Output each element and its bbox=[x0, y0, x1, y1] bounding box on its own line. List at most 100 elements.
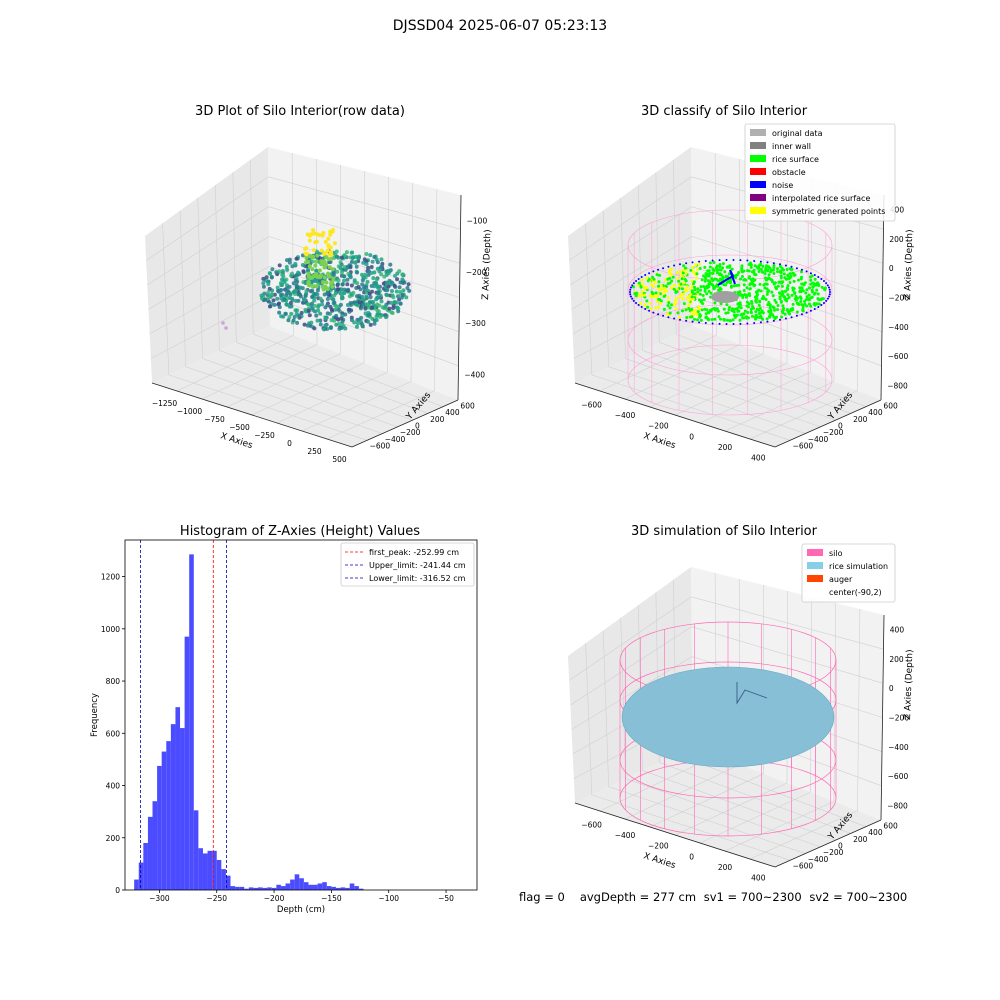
classify-point bbox=[688, 294, 692, 298]
classify-point bbox=[707, 318, 711, 322]
noise-point bbox=[820, 277, 823, 280]
raw-point bbox=[350, 250, 355, 255]
classify-legend-swatch bbox=[750, 194, 766, 201]
classify-point bbox=[674, 301, 678, 305]
noise-point bbox=[632, 282, 635, 285]
classify-point bbox=[666, 277, 670, 281]
raw-point bbox=[289, 311, 294, 316]
raw-point bbox=[323, 316, 328, 321]
raw-point bbox=[259, 293, 264, 298]
classify-point bbox=[753, 264, 757, 268]
raw-y-tick: −200 bbox=[400, 428, 421, 437]
raw-point bbox=[286, 289, 291, 294]
raw-point bbox=[272, 292, 277, 297]
y-tick-label: 0 bbox=[115, 886, 120, 895]
histogram-bar bbox=[216, 859, 222, 890]
classify-point bbox=[772, 271, 776, 275]
chart-raw-3d: −1250−1000−750−500−2500250500−600−400−20… bbox=[145, 147, 493, 464]
noise-point bbox=[648, 309, 651, 312]
classify-point bbox=[657, 284, 661, 288]
noise-point bbox=[805, 270, 808, 273]
classify-point bbox=[751, 304, 755, 308]
raw-point bbox=[336, 307, 341, 312]
classify-point bbox=[761, 317, 765, 321]
classify-point bbox=[760, 310, 764, 314]
raw-x-tick: 500 bbox=[332, 455, 347, 464]
classify-point bbox=[680, 277, 684, 281]
raw-point bbox=[366, 269, 371, 274]
classify-point bbox=[765, 264, 769, 268]
classify-point bbox=[708, 265, 712, 269]
raw-point bbox=[327, 274, 332, 279]
noise-point bbox=[637, 304, 640, 307]
raw-point bbox=[328, 232, 333, 237]
histogram-bar bbox=[280, 886, 286, 890]
raw-point bbox=[395, 277, 400, 282]
raw-point bbox=[379, 272, 384, 277]
classify-point bbox=[785, 308, 789, 312]
classify-point bbox=[648, 301, 652, 305]
classify-point bbox=[713, 317, 717, 321]
classify-point bbox=[742, 312, 746, 316]
raw-point bbox=[287, 260, 292, 265]
classify-point bbox=[795, 310, 799, 314]
noise-point bbox=[725, 322, 728, 325]
classify-x-tick: −600 bbox=[581, 400, 602, 409]
raw-point bbox=[332, 241, 337, 246]
histogram-bar bbox=[170, 724, 176, 890]
raw-point bbox=[385, 269, 390, 274]
classify-point bbox=[652, 277, 656, 281]
raw-point bbox=[364, 294, 369, 299]
classify-point bbox=[697, 307, 701, 311]
raw-point bbox=[294, 311, 299, 316]
classify-point bbox=[780, 284, 784, 288]
raw-point bbox=[318, 318, 323, 323]
classify-point bbox=[708, 261, 712, 265]
classify-point bbox=[749, 263, 753, 267]
raw-point bbox=[279, 288, 284, 293]
noise-point bbox=[640, 275, 643, 278]
raw-point bbox=[281, 314, 286, 319]
classify-point bbox=[805, 298, 809, 302]
classify-point bbox=[733, 316, 737, 320]
raw-point bbox=[394, 289, 399, 294]
raw-z-tick: −100 bbox=[467, 217, 488, 226]
classify-point bbox=[776, 267, 780, 271]
classify-point bbox=[780, 315, 784, 319]
classify-legend-swatch bbox=[750, 129, 766, 136]
noise-point bbox=[718, 322, 721, 325]
noise-point bbox=[691, 261, 694, 264]
classify-point bbox=[658, 273, 662, 277]
sim-z-tick: −400 bbox=[888, 743, 909, 752]
raw-point bbox=[307, 264, 312, 269]
histogram-bar bbox=[253, 887, 259, 890]
classify-point bbox=[716, 284, 720, 288]
x-tick-label: −100 bbox=[378, 894, 399, 903]
raw-point bbox=[335, 283, 340, 288]
classify-point bbox=[719, 287, 723, 291]
classify-point bbox=[692, 317, 696, 321]
classify-point bbox=[749, 265, 753, 269]
classify-point bbox=[791, 308, 795, 312]
classify-point bbox=[702, 284, 706, 288]
y-tick-label: 800 bbox=[106, 677, 121, 686]
simulation-legend-label: rice simulation bbox=[829, 562, 888, 571]
raw-point bbox=[404, 295, 409, 300]
classify-legend-label: symmetric generated points bbox=[772, 207, 885, 216]
classify-z-tick: −200 bbox=[889, 294, 910, 303]
noise-point bbox=[644, 274, 647, 277]
classify-point bbox=[790, 293, 794, 297]
noise-point bbox=[813, 274, 816, 277]
classify-point bbox=[663, 278, 667, 282]
raw-point bbox=[325, 287, 330, 292]
classify-point bbox=[778, 295, 782, 299]
raw-point bbox=[355, 294, 360, 299]
classify-point bbox=[802, 283, 806, 287]
classify-point bbox=[643, 303, 647, 307]
classify-z-tick: 400 bbox=[890, 206, 905, 215]
classify-point bbox=[671, 275, 675, 279]
noise-point bbox=[662, 267, 665, 270]
raw-point bbox=[387, 306, 392, 311]
noise-point bbox=[805, 311, 808, 314]
classify-point bbox=[786, 284, 790, 288]
